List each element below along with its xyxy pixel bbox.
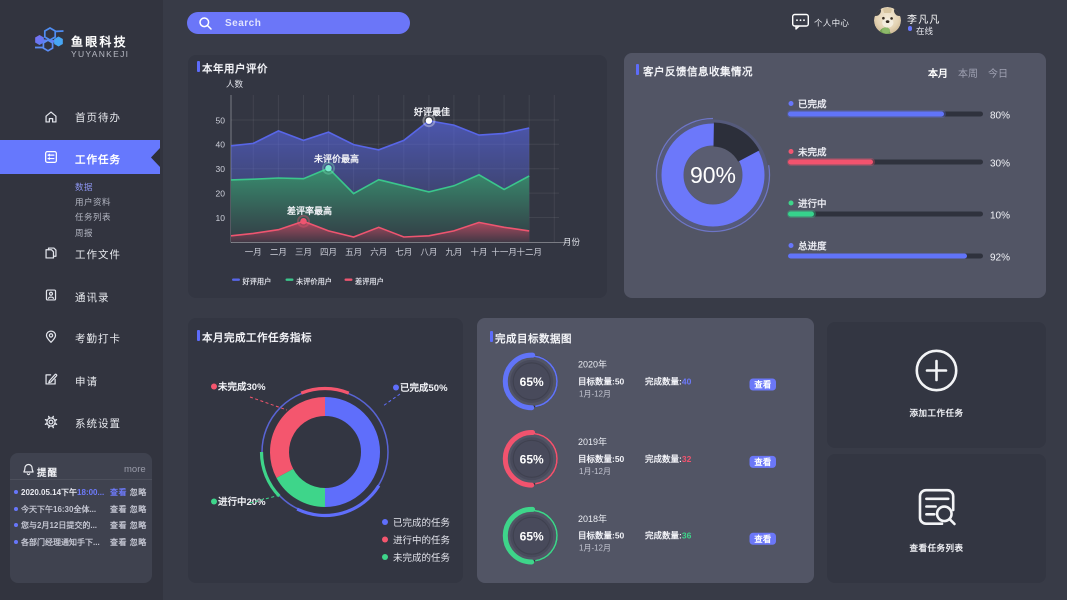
svg-text:已完成50%: 已完成50%	[400, 382, 448, 394]
svg-text:10%: 10%	[990, 211, 1010, 222]
svg-text:进行中20%: 进行中20%	[218, 496, 266, 508]
svg-text:未完成的任务: 未完成的任务	[393, 552, 451, 564]
svg-text:30: 30	[216, 164, 226, 174]
svg-text:月份: 月份	[563, 237, 581, 247]
svg-text:查看: 查看	[753, 534, 772, 544]
svg-text:八月: 八月	[420, 247, 437, 257]
svg-text:80%: 80%	[990, 111, 1010, 122]
svg-text:总进度: 总进度	[798, 241, 827, 253]
svg-text:十一月: 十一月	[491, 247, 517, 257]
svg-text:十二月: 十二月	[516, 247, 542, 257]
svg-text:20: 20	[216, 188, 226, 198]
svg-text:目标数量:50: 目标数量:50	[578, 376, 625, 386]
svg-text:二月: 二月	[270, 247, 287, 257]
svg-text:已完成的任务: 已完成的任务	[393, 517, 451, 529]
svg-text:查看: 查看	[753, 457, 772, 467]
svg-text:好评用户: 好评用户	[242, 277, 272, 286]
svg-text:目标数量:50: 目标数量:50	[578, 454, 625, 464]
svg-text:完成数量:32: 完成数量:32	[645, 454, 692, 464]
svg-text:差评率最高: 差评率最高	[287, 205, 332, 216]
svg-text:40: 40	[216, 140, 226, 150]
svg-text:30%: 30%	[990, 159, 1010, 170]
svg-text:未评价用户: 未评价用户	[295, 277, 332, 286]
svg-text:五月: 五月	[345, 247, 362, 257]
svg-text:六月: 六月	[370, 247, 387, 257]
svg-text:三月: 三月	[295, 247, 312, 257]
svg-text:进行中: 进行中	[798, 198, 827, 210]
svg-text:65%: 65%	[520, 529, 544, 543]
svg-text:完成数量:36: 完成数量:36	[645, 531, 692, 541]
svg-text:查看: 查看	[753, 380, 772, 390]
svg-text:90%: 90%	[690, 162, 736, 188]
svg-text:目标数量:50: 目标数量:50	[578, 531, 625, 541]
svg-text:差评用户: 差评用户	[355, 277, 384, 286]
svg-text:1月-12月: 1月-12月	[579, 544, 611, 553]
svg-text:未完成30%: 未完成30%	[217, 381, 266, 393]
svg-text:50: 50	[216, 115, 226, 125]
svg-text:未完成: 未完成	[797, 147, 827, 159]
svg-text:一月: 一月	[245, 247, 262, 257]
svg-text:65%: 65%	[520, 452, 544, 466]
svg-text:进行中的任务: 进行中的任务	[393, 535, 451, 547]
svg-text:好评最佳: 好评最佳	[413, 106, 450, 117]
svg-text:65%: 65%	[520, 375, 544, 389]
svg-text:完成数量:40: 完成数量:40	[645, 376, 692, 386]
svg-text:十月: 十月	[470, 247, 487, 257]
svg-text:七月: 七月	[395, 247, 412, 257]
svg-text:1月-12月: 1月-12月	[579, 389, 611, 398]
svg-text:1月-12月: 1月-12月	[579, 467, 611, 476]
svg-text:未评价最高: 未评价最高	[313, 153, 359, 164]
svg-text:九月: 九月	[445, 247, 462, 257]
svg-text:已完成: 已完成	[798, 99, 827, 111]
svg-text:2020年: 2020年	[578, 359, 607, 370]
svg-text:2019年: 2019年	[578, 436, 607, 447]
svg-text:人数: 人数	[226, 79, 244, 89]
svg-text:四月: 四月	[320, 247, 337, 257]
svg-text:10: 10	[216, 213, 226, 223]
svg-text:2018年: 2018年	[578, 513, 607, 524]
svg-text:92%: 92%	[990, 253, 1010, 264]
